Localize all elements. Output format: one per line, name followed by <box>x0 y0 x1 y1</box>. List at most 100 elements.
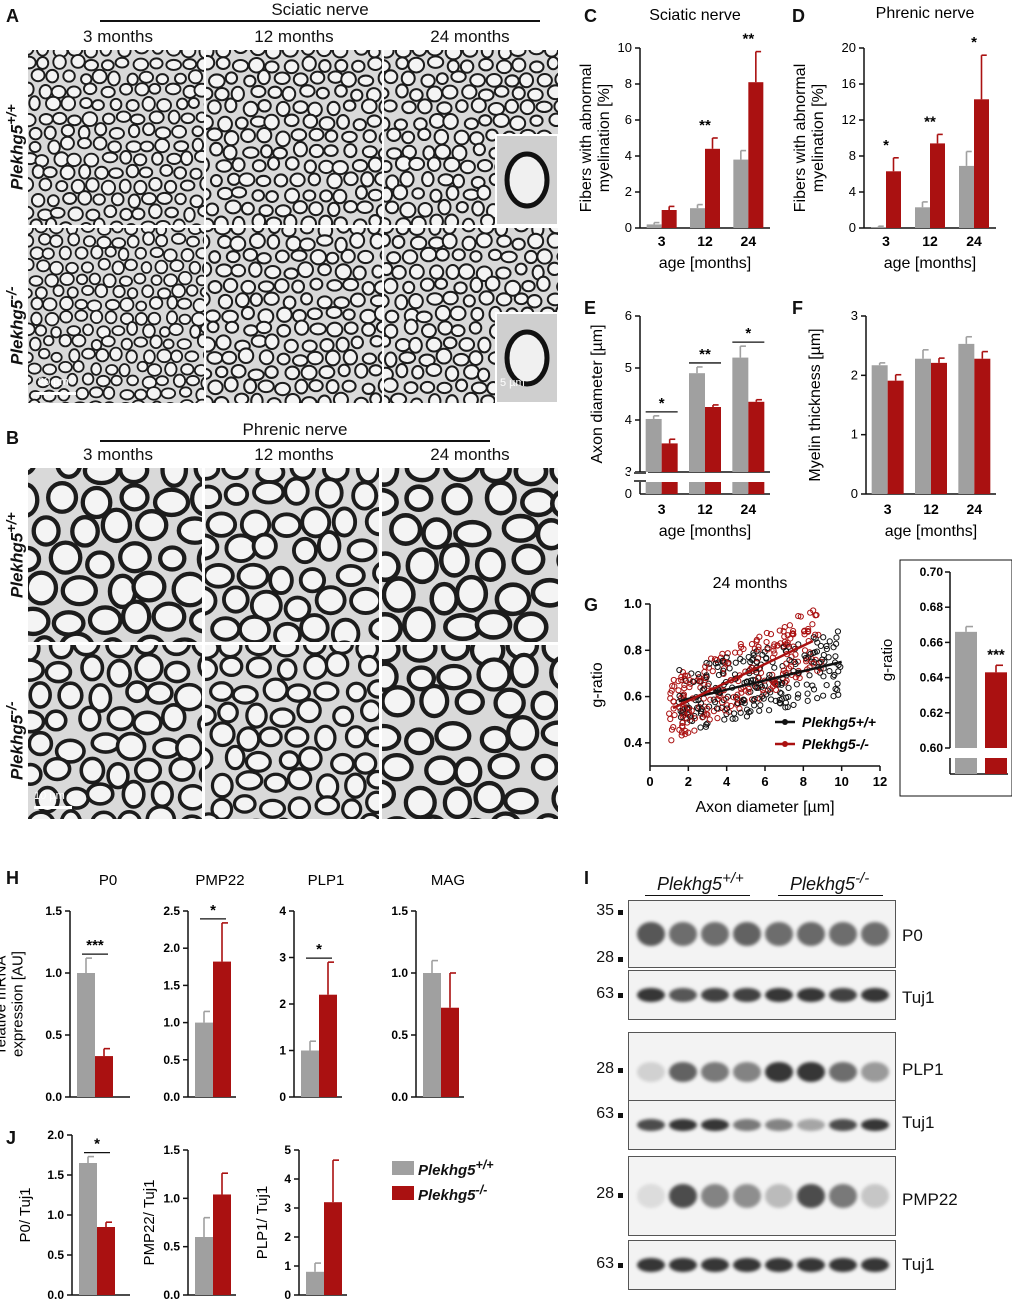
blot-band <box>669 1184 697 1208</box>
scatter-point-ko <box>767 686 774 693</box>
scatter-point-ko <box>770 643 777 650</box>
blot-tuj1-b <box>628 1100 896 1150</box>
y-axis-label: Fibers with abnormal myelination [%] <box>578 64 613 213</box>
scatter-point-ko <box>770 647 777 654</box>
scatter-point-ko <box>754 674 762 681</box>
scatter-point-wt <box>820 634 827 641</box>
micrograph-phrenic-wt-24m <box>382 468 558 642</box>
x-tick-label: 3 <box>884 501 892 517</box>
y-axis-label-line: Fibers with abnormal <box>792 64 809 213</box>
scatter-point-ko <box>780 667 787 674</box>
y-axis-label: g-ratio <box>879 639 896 682</box>
scatter-point-ko <box>696 677 704 684</box>
axis-break-gap <box>944 749 958 759</box>
blot-p0-label: P0 <box>902 926 923 945</box>
blot-group-wt: Plekhg5+/+ <box>657 870 744 894</box>
scatter-point-ko <box>676 726 683 733</box>
scatter-point-wt <box>753 658 760 665</box>
scatter-point-ko <box>723 695 730 702</box>
legend-label: Plekhg5-/- <box>802 736 869 752</box>
scatter-point-wt <box>712 660 719 667</box>
panel-a-title-rule <box>100 20 540 22</box>
y-tick-label: 0.8 <box>624 642 642 657</box>
micrograph-sciatic-ko-12m <box>206 228 382 403</box>
blot-band <box>733 1184 761 1208</box>
panel-letter-d: D <box>792 6 805 26</box>
chart-title: Sciatic nerve <box>649 7 741 24</box>
blot-band <box>797 1184 825 1208</box>
y-axis-label-line: myelination [%] <box>596 84 613 193</box>
legend-swatch-ko <box>392 1186 414 1200</box>
y-tick-label: 0.0 <box>391 1090 408 1104</box>
x-axis-label: Axon diameter [µm] <box>695 799 834 816</box>
y-tick-label: 1.5 <box>163 1143 180 1157</box>
bar-ko-0 <box>661 210 677 228</box>
y-tick-label: 2 <box>284 1230 291 1244</box>
chart-H-MAG: 0.0 0.5 1.0 1.5 MAG <box>391 872 465 1104</box>
scatter-point-wt <box>751 702 758 709</box>
scatter-point-ko <box>702 663 709 670</box>
blot-band <box>829 1184 857 1208</box>
scatter-point-ko <box>667 695 674 702</box>
y-tick-label: 1.0 <box>45 966 62 980</box>
scatter-point-ko <box>733 695 741 702</box>
scatter-point-ko <box>678 676 685 684</box>
scatter-point-wt <box>825 654 832 661</box>
scatter-point-wt <box>771 664 778 671</box>
y-tick-label: 0 <box>284 1288 291 1300</box>
x-tick-label: 12 <box>697 233 713 249</box>
bar-wt-1 <box>689 373 705 472</box>
chart-H-P0: 0.0 0.5 1.0 1.5 *** P0 relative mRNA expression… <box>0 872 130 1104</box>
scatter-point-ko <box>767 631 775 638</box>
bar-wt <box>306 1271 324 1295</box>
scatter-point-ko <box>763 629 770 637</box>
scatter-point-wt <box>803 681 810 688</box>
bar-wt-1 <box>915 358 931 494</box>
blot-tuj1c-marker-63: 63 <box>596 1255 614 1272</box>
scatter-point-ko <box>671 711 678 719</box>
scatter-point-wt <box>759 651 766 658</box>
bar-ko <box>985 672 1007 748</box>
blot-band <box>669 988 697 1002</box>
blot-tuj1-a <box>628 970 896 1020</box>
y-tick-label: 0.0 <box>47 1288 64 1300</box>
significance-label: ** <box>699 117 711 134</box>
blot-band <box>637 988 665 1002</box>
blot-band <box>701 1119 729 1131</box>
mw-marker-tick <box>618 993 623 998</box>
significance-label: ** <box>924 113 936 130</box>
y-tick-label: 6 <box>625 308 632 323</box>
x-tick-label: 12 <box>922 233 938 249</box>
scatter-point-wt <box>823 642 830 650</box>
chart-title: MAG <box>431 872 465 889</box>
scatter-point-wt <box>814 639 821 646</box>
blot-band <box>765 988 793 1002</box>
blot-group-ko: Plekhg5-/- <box>790 870 870 894</box>
scatter-point-ko <box>776 627 783 634</box>
blot-tuj1b-marker-63: 63 <box>596 1105 614 1122</box>
y-axis-label: P0/ Tuj1 <box>17 1187 34 1242</box>
bar-wt <box>423 973 441 1097</box>
blot-band <box>829 1258 857 1272</box>
scatter-point-ko <box>681 675 688 682</box>
scatter-point-wt <box>690 678 697 685</box>
scatter-point-wt <box>697 700 705 707</box>
y-tick-label: 0.68 <box>920 600 944 614</box>
fit-line-ko <box>672 639 814 710</box>
blot-band <box>733 988 761 1002</box>
scatter-point-ko <box>807 609 814 616</box>
scatter-point-wt <box>782 704 789 711</box>
bar-ko-0 <box>661 443 678 472</box>
micrograph-sciatic-ko-3m <box>28 228 204 403</box>
bar-stub <box>705 482 721 494</box>
bar-wt-1 <box>690 208 705 228</box>
panel-b-row-wt: Plekhg5+/+ <box>4 512 27 598</box>
scatter-point-wt <box>753 669 760 676</box>
scatter-point-ko <box>772 686 780 694</box>
scatter-point-wt <box>810 686 818 693</box>
y-tick-label: 0.5 <box>163 1240 180 1254</box>
panel-a-scalebar <box>36 392 76 395</box>
scatter-point-wt <box>801 652 808 659</box>
